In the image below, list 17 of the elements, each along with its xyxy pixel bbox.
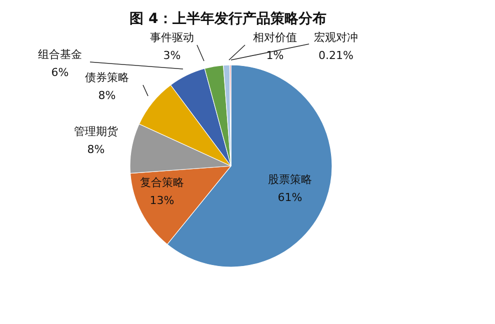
data-label: 0.21% — [318, 49, 354, 62]
slice-label: 债券策略 — [85, 71, 129, 84]
slice-label: 相对价值 — [253, 31, 297, 44]
slice-label: 股票策略 — [268, 173, 312, 186]
slice-label: 事件驱动 — [150, 31, 194, 44]
data-label: 8% — [98, 89, 116, 102]
slice-label: 管理期货 — [74, 125, 118, 138]
data-label: 13% — [150, 194, 174, 207]
slice-label: 复合策略 — [140, 176, 184, 189]
data-label: 1% — [266, 49, 284, 62]
data-label: 6% — [51, 66, 69, 79]
data-label: 3% — [163, 49, 181, 62]
data-label: 8% — [87, 143, 105, 156]
data-label: 61% — [278, 191, 302, 204]
slice-label: 宏观对冲 — [314, 31, 358, 44]
slice-label: 组合基金 — [38, 48, 82, 61]
chart-title: 图 4：上半年发行产品策略分布 — [128, 10, 328, 28]
